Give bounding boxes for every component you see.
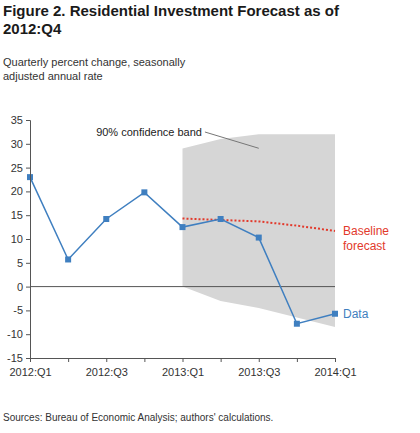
- tick-mark: [26, 168, 30, 169]
- tick-mark: [26, 144, 30, 145]
- text-line: Quarterly percent change, seasonally: [3, 56, 186, 68]
- marker: [294, 321, 300, 327]
- tick-mark: [221, 358, 222, 362]
- tick-label: 2012:Q1: [9, 366, 51, 378]
- text-line: Baseline: [343, 224, 389, 238]
- tick-mark: [335, 358, 336, 362]
- tick: -10: [7, 328, 30, 340]
- series-line: [183, 219, 336, 231]
- tick-mark: [26, 120, 30, 121]
- tick-label: 25: [11, 162, 23, 174]
- tick-label: 20: [11, 185, 23, 197]
- series-label: Data: [343, 307, 369, 321]
- tick-label: 30: [11, 138, 23, 150]
- source: Sources: Bureau of Economic Analysis; au…: [3, 412, 273, 423]
- marker: [256, 235, 262, 241]
- tick: 2014:Q1: [314, 358, 356, 378]
- series-label: Baselineforecast: [343, 224, 389, 253]
- tick-label: -15: [7, 352, 23, 364]
- tick: [297, 358, 298, 362]
- tick: 2012:Q3: [86, 358, 128, 378]
- tick: 2013:Q1: [162, 358, 204, 378]
- chart: Figure 2. Residential Investment Forecas…: [0, 0, 420, 433]
- tick: -5: [13, 304, 30, 316]
- band-label: 90% confidence band: [96, 126, 202, 138]
- tick: [68, 358, 69, 362]
- x-axis: 2012:Q1 2012:Q3 2013:Q1 2013:Q3 2014:Q1: [9, 358, 356, 378]
- confidence-band: [183, 134, 336, 327]
- tick-mark: [26, 334, 30, 335]
- tick-mark: [26, 239, 30, 240]
- title: Figure 2. Residential Investment Forecas…: [3, 2, 340, 37]
- leader-line: [205, 132, 259, 148]
- axis-line: [26, 121, 31, 359]
- marker: [65, 256, 71, 262]
- tick-mark: [106, 358, 107, 362]
- tick-mark: [183, 358, 184, 362]
- tick-label: 0: [17, 281, 23, 293]
- tick-label: 35: [11, 114, 23, 126]
- text-line: forecast: [343, 239, 386, 253]
- tick-mark: [68, 358, 69, 362]
- tick: 15: [11, 209, 30, 221]
- tick-label: -5: [13, 304, 23, 316]
- tick-label: 2013:Q1: [162, 366, 204, 378]
- text-line: Figure 2. Residential Investment Forecas…: [3, 2, 340, 19]
- marker: [180, 224, 186, 230]
- marker: [332, 311, 338, 317]
- tick: [144, 358, 145, 362]
- tick: 2012:Q1: [9, 358, 51, 378]
- y-axis-title: Quarterly percent change, seasonally adju…: [3, 56, 186, 82]
- marker: [218, 216, 224, 222]
- marker: [141, 189, 147, 195]
- tick: 10: [11, 233, 30, 245]
- tick-mark: [26, 191, 30, 192]
- tick-label: -10: [7, 328, 23, 340]
- tick-label: 2012:Q3: [86, 366, 128, 378]
- tick-label: 2014:Q1: [314, 366, 356, 378]
- axis-line: [31, 359, 336, 363]
- tick: 20: [11, 185, 30, 197]
- tick: -15: [7, 352, 30, 364]
- text-line: 2012:Q4: [3, 20, 62, 37]
- tick: 35: [11, 114, 30, 126]
- tick-label: 15: [11, 209, 23, 221]
- tick-mark: [26, 287, 30, 288]
- series-line: [30, 177, 335, 324]
- marker: [103, 216, 109, 222]
- tick: 0: [17, 281, 30, 293]
- tick-label: 10: [11, 233, 23, 245]
- tick: 30: [11, 138, 30, 150]
- y-axis: -15 -10 -5 0 5 10 15 20 25 30 35: [7, 114, 30, 364]
- tick: 25: [11, 162, 30, 174]
- tick-label: 5: [17, 257, 23, 269]
- tick-mark: [297, 358, 298, 362]
- tick: 2013:Q3: [238, 358, 280, 378]
- tick-mark: [26, 310, 30, 311]
- tick: [221, 358, 222, 362]
- tick-mark: [259, 358, 260, 362]
- tick-mark: [144, 358, 145, 362]
- plot-area: [27, 134, 338, 327]
- tick-mark: [26, 215, 30, 216]
- tick-mark: [26, 263, 30, 264]
- reference-line: [30, 286, 335, 287]
- tick-mark: [30, 358, 31, 362]
- text-line: Data: [343, 307, 369, 321]
- text-line: adjusted annual rate: [3, 70, 103, 82]
- tick: 5: [17, 257, 30, 269]
- tick-mark: [26, 358, 30, 359]
- tick-label: 2013:Q3: [238, 366, 280, 378]
